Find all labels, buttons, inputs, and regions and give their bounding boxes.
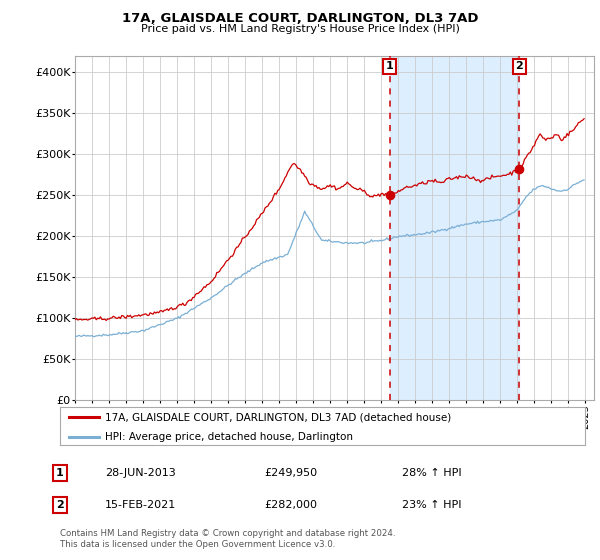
Text: 28% ↑ HPI: 28% ↑ HPI	[402, 468, 461, 478]
Text: HPI: Average price, detached house, Darlington: HPI: Average price, detached house, Darl…	[104, 432, 353, 442]
Text: Price paid vs. HM Land Registry's House Price Index (HPI): Price paid vs. HM Land Registry's House …	[140, 24, 460, 34]
Text: 1: 1	[386, 62, 394, 71]
Text: 23% ↑ HPI: 23% ↑ HPI	[402, 500, 461, 510]
Text: £249,950: £249,950	[264, 468, 317, 478]
Text: 17A, GLAISDALE COURT, DARLINGTON, DL3 7AD: 17A, GLAISDALE COURT, DARLINGTON, DL3 7A…	[122, 12, 478, 25]
Text: 1: 1	[56, 468, 64, 478]
Text: 17A, GLAISDALE COURT, DARLINGTON, DL3 7AD (detached house): 17A, GLAISDALE COURT, DARLINGTON, DL3 7A…	[104, 412, 451, 422]
Text: 2: 2	[515, 62, 523, 71]
Bar	[389, 56, 520, 400]
Text: £282,000: £282,000	[264, 500, 317, 510]
Text: Contains HM Land Registry data © Crown copyright and database right 2024.: Contains HM Land Registry data © Crown c…	[60, 529, 395, 538]
Text: 15-FEB-2021: 15-FEB-2021	[105, 500, 176, 510]
Point	[515, 165, 524, 174]
Point	[385, 191, 394, 200]
Text: 28-JUN-2013: 28-JUN-2013	[105, 468, 176, 478]
Text: This data is licensed under the Open Government Licence v3.0.: This data is licensed under the Open Gov…	[60, 540, 335, 549]
Text: 2: 2	[56, 500, 64, 510]
